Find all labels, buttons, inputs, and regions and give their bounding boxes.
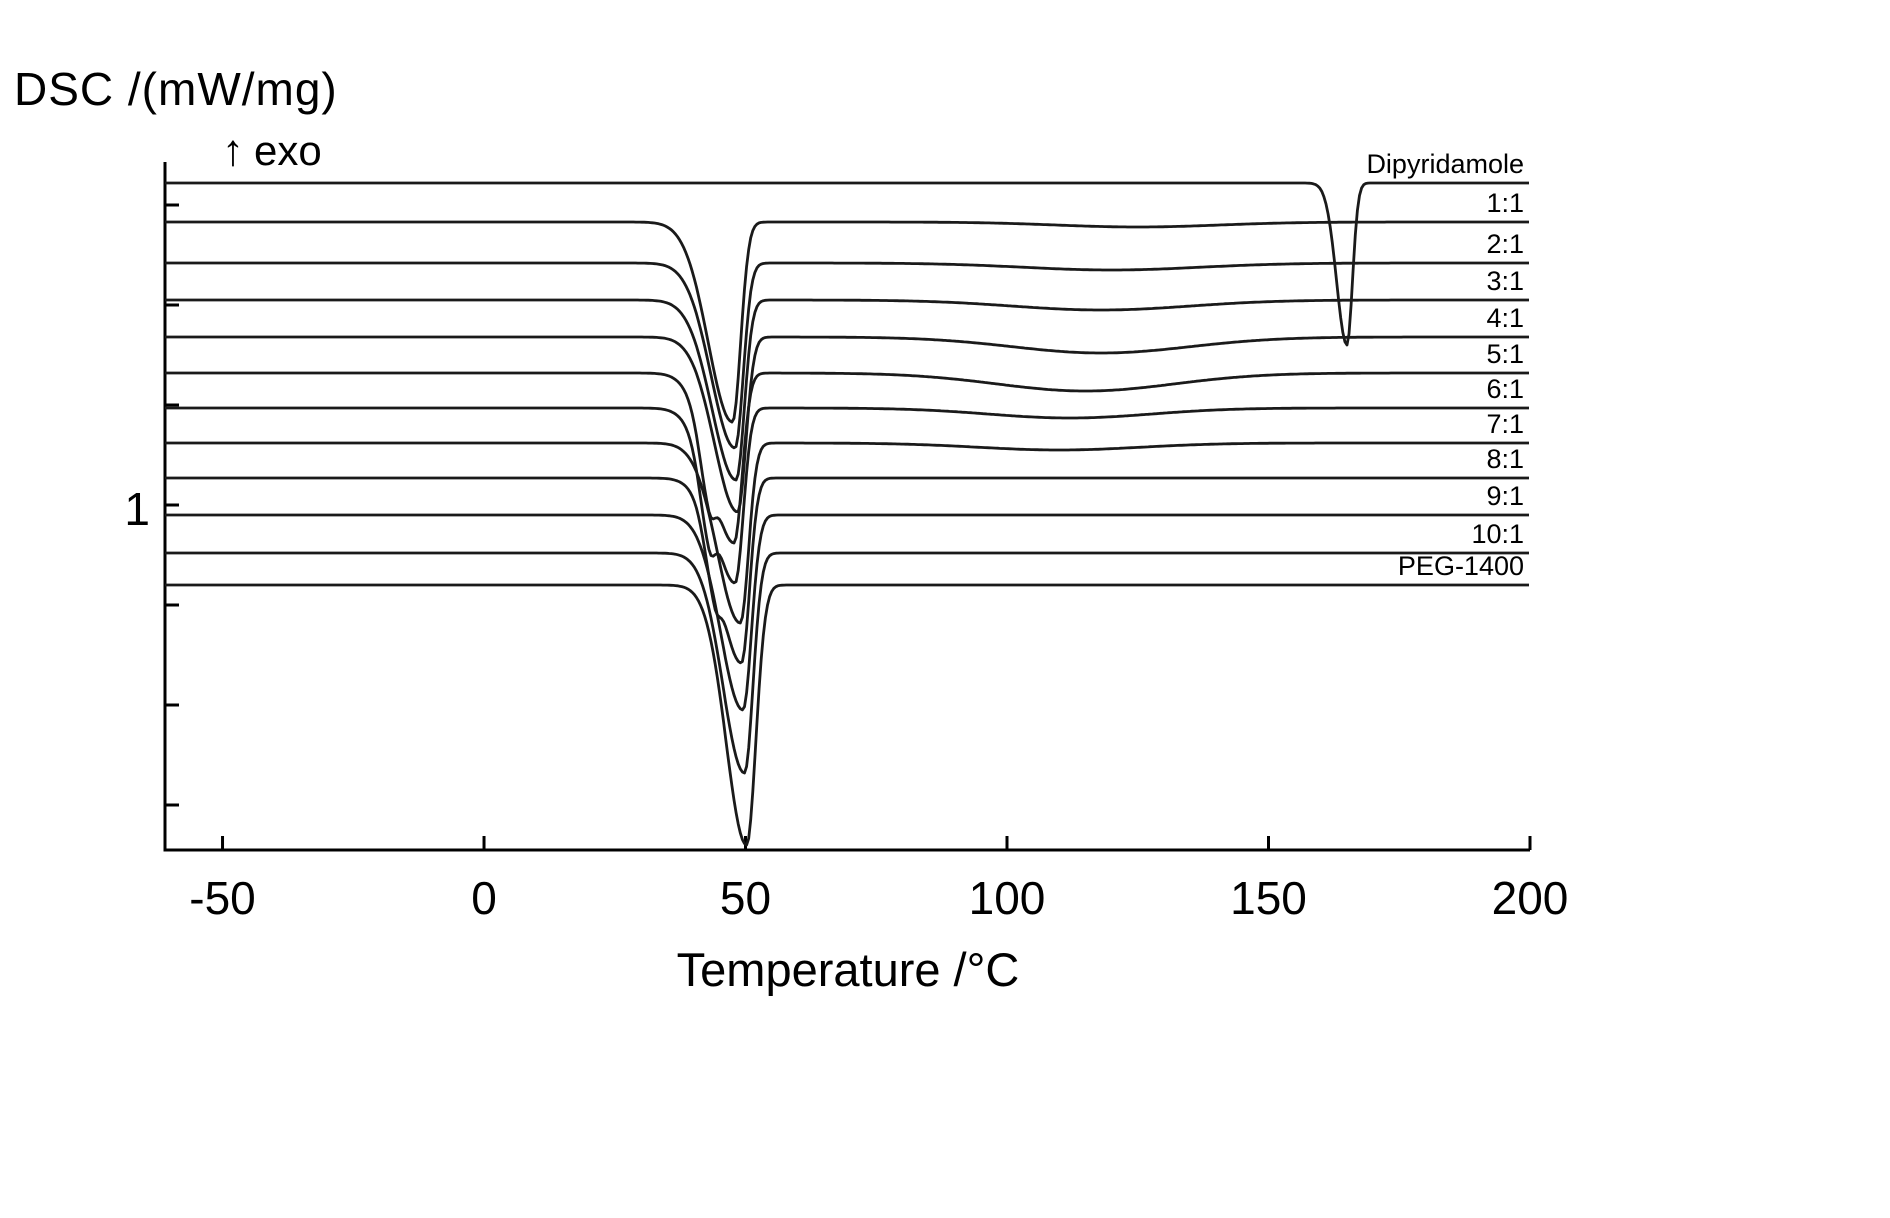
curve-label-4-1: 4:1 <box>1486 303 1524 333</box>
dsc-curve-7-1 <box>165 441 1529 625</box>
dsc-curve-8-1 <box>165 476 1529 665</box>
y-axis-title: DSC /(mW/mg) <box>14 63 338 115</box>
dsc-curve-peg-1400 <box>165 583 1529 847</box>
curve-label-6-1: 6:1 <box>1486 374 1524 404</box>
curve-label-2-1: 2:1 <box>1486 229 1524 259</box>
x-tick-label: 50 <box>720 872 771 924</box>
x-tick-label: 150 <box>1230 872 1307 924</box>
curve-label-dipyridamole: Dipyridamole <box>1366 149 1524 179</box>
dsc-curve-2-1 <box>165 261 1529 450</box>
dsc-curve-9-1 <box>165 513 1529 712</box>
curve-label-peg-1400: PEG-1400 <box>1398 551 1524 581</box>
x-tick-label: 200 <box>1492 872 1569 924</box>
dsc-curve-10-1 <box>165 551 1529 775</box>
curve-label-8-1: 8:1 <box>1486 444 1524 474</box>
x-tick-label: -50 <box>189 872 255 924</box>
curve-label-10-1: 10:1 <box>1471 519 1524 549</box>
dsc-curve-5-1 <box>165 371 1529 545</box>
x-tick-label: 100 <box>969 872 1046 924</box>
dsc-curve-6-1 <box>165 406 1529 585</box>
y-scale-label: 1 <box>124 483 150 535</box>
exo-label: exo <box>254 127 322 174</box>
curve-label-5-1: 5:1 <box>1486 339 1524 369</box>
dsc-curve-4-1 <box>165 335 1529 513</box>
exo-annotation: ↑ exo <box>222 126 322 176</box>
curve-label-7-1: 7:1 <box>1486 409 1524 439</box>
x-tick-label: 0 <box>471 872 497 924</box>
up-arrow-icon: ↑ <box>222 126 244 175</box>
axis-frame <box>163 162 1530 852</box>
curve-label-9-1: 9:1 <box>1486 481 1524 511</box>
dsc-curve-dipyridamole <box>165 181 1529 347</box>
dsc-curve-1-1 <box>165 220 1529 424</box>
x-axis-title: Temperature /°C <box>676 943 1020 996</box>
dsc-curve-3-1 <box>165 298 1529 482</box>
curve-label-1-1: 1:1 <box>1486 188 1524 218</box>
curve-label-3-1: 3:1 <box>1486 266 1524 296</box>
